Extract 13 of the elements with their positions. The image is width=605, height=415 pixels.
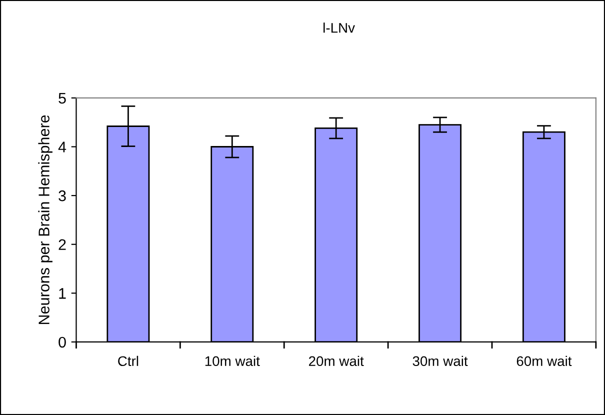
y-tick-label: 0 xyxy=(58,336,66,348)
y-tick-label: 5 xyxy=(58,92,66,104)
x-tick-label: 60m wait xyxy=(516,356,572,366)
x-tick-label: Ctrl xyxy=(118,356,138,366)
x-tick-label: 20m wait xyxy=(308,356,364,366)
y-tick-label: 4 xyxy=(58,142,66,152)
x-tick-label: 30m wait xyxy=(412,356,468,366)
y-tick-label: 2 xyxy=(58,239,66,250)
y-axis-title: Neurons per Brain Hemisphere xyxy=(38,115,52,324)
x-tick-label: 10m wait xyxy=(205,356,260,366)
chart-title: l-LNv xyxy=(324,22,355,33)
y-tick-label: 3 xyxy=(58,190,66,202)
y-tick-label: 1 xyxy=(59,288,66,299)
